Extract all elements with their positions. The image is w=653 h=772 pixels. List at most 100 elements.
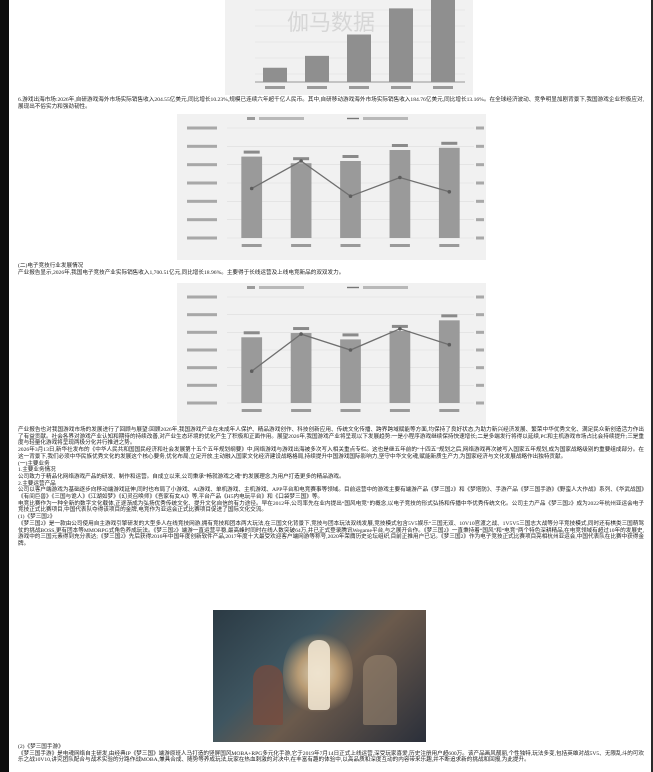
product-2-block: (2)《梦三国手游》 《梦三国手游》是电魂网络自主研发,由经典IP《梦三国》端游… xyxy=(18,744,644,764)
tick-label xyxy=(391,86,411,89)
chart-bar xyxy=(263,67,287,82)
chart-bar xyxy=(305,55,329,82)
esports-business-paragraph: 电竞比赛作为一种全新的数字文化载体,正逐渐成为弘扬优秀传统文化、提升文化自信的有… xyxy=(18,500,644,514)
tick-label xyxy=(476,163,484,167)
chart-bar xyxy=(290,333,312,403)
tick-label xyxy=(476,366,484,370)
line-point xyxy=(249,369,254,373)
tick-label xyxy=(476,313,484,317)
tick-label xyxy=(476,401,484,405)
game-artwork-image xyxy=(213,610,426,742)
tick-label xyxy=(476,348,484,352)
overseas-paragraph: 6.游戏出海市场:2026年,自研游戏海外市场实际销售收入204.55亿美元,同… xyxy=(18,97,644,110)
tick-label xyxy=(476,126,484,130)
chart-bar xyxy=(431,0,455,82)
chart-bar xyxy=(347,34,371,82)
business-body-1: 公司致力于精品化网络游戏产品的研发、制作和运营。自成立以来,公司秉承“畅就游戏之… xyxy=(18,473,345,480)
line-point xyxy=(299,159,303,163)
tick-label xyxy=(187,236,217,240)
business-subheading-1: 1.主要业务情况 xyxy=(18,467,56,474)
figure-watermark: 伽马数据 xyxy=(287,10,375,35)
esports-revenue-chart xyxy=(187,286,484,412)
tick-label xyxy=(187,348,217,352)
line-point xyxy=(348,194,353,198)
line-point xyxy=(398,175,402,180)
chart-bar xyxy=(340,339,361,403)
tick-label xyxy=(187,126,217,130)
line-point xyxy=(299,332,303,336)
overseas-revenue-chart: 伽马数据 xyxy=(255,0,465,89)
chart-bar xyxy=(389,330,411,403)
tick-label xyxy=(389,244,410,247)
tick-label xyxy=(340,244,361,247)
tick-label xyxy=(187,383,217,387)
tick-label xyxy=(187,366,217,370)
line-point xyxy=(447,342,452,347)
tick-label xyxy=(476,383,484,387)
domestic-revenue-chart xyxy=(187,117,484,247)
data-label xyxy=(243,331,260,335)
data-label xyxy=(293,157,310,161)
tick-label xyxy=(187,330,217,334)
esports-revenue-paragraph: 产业报告显示,2026年,我国电子竞技产业实际销售收入1,700.51亿元,同比… xyxy=(18,269,345,276)
tick-label xyxy=(389,409,410,412)
chart-bar xyxy=(438,320,460,403)
tick-label xyxy=(439,244,460,247)
tick-label xyxy=(433,86,453,89)
right-border-bar xyxy=(651,0,653,772)
tick-label xyxy=(291,244,312,247)
tick-label xyxy=(476,218,484,222)
tick-label xyxy=(265,86,285,89)
tick-label xyxy=(349,86,369,89)
business-subheading-2: 2.主要运营产品 xyxy=(18,480,56,487)
data-label xyxy=(243,150,260,154)
tick-label xyxy=(187,181,217,185)
tick-label xyxy=(439,409,460,412)
products-paragraph: 公司以客户端游戏为基础逐步向移动端游戏延伸,同时也布局了小游戏、AI游戏、单机游… xyxy=(18,487,644,501)
chart-bar xyxy=(389,8,413,82)
legend-swatch xyxy=(247,117,255,120)
overseas-revenue-figure: 伽马数据 xyxy=(225,0,473,95)
artwork-character-left xyxy=(253,665,283,725)
legend-label xyxy=(363,117,408,120)
data-label xyxy=(293,327,310,331)
legend-label xyxy=(363,286,408,289)
legend-label xyxy=(259,117,304,120)
data-label xyxy=(342,155,359,158)
tick-label xyxy=(241,244,262,247)
product-1-body: 《梦三国2》是一款由公司使用自主游戏引擎研发的大型多人在线竞技网游,拥有竞技和团… xyxy=(18,520,644,547)
tick-label xyxy=(476,181,484,185)
main-business-heading: (一)主要业务 xyxy=(18,460,50,467)
data-label xyxy=(441,314,458,318)
tick-label xyxy=(187,144,217,148)
domestic-revenue-figure xyxy=(177,114,486,260)
business-text-block: 产业报告也对我国游戏市场的发展进行了回顾与展望:回顾2026年,我国游戏产业在未… xyxy=(18,427,644,548)
chart-bar xyxy=(290,163,312,238)
data-label xyxy=(391,144,408,147)
policy-paragraph: 2026年3月13日,新华社发布的《中华人民共和国国民经济和社会发展第十五个五年… xyxy=(18,447,645,460)
tick-label xyxy=(187,313,217,317)
chart-bar xyxy=(340,161,361,238)
line-point xyxy=(348,348,353,352)
tick-label xyxy=(241,409,262,412)
industry-review-paragraph: 产业报告也对我国游戏市场的发展进行了回顾与展望:回顾2026年,我国游戏产业在未… xyxy=(18,427,644,447)
data-label xyxy=(342,333,359,337)
tick-label xyxy=(187,218,217,222)
product-2-heading: (2)《梦三国手游》 xyxy=(18,744,64,750)
line-point xyxy=(447,190,452,194)
tick-label xyxy=(476,199,484,203)
esports-section-block: (二)电子竞技行业发展情况 产业报告显示,2026年,我国电子竞技产业实际销售收… xyxy=(18,263,644,276)
data-label xyxy=(441,141,458,145)
tick-label xyxy=(476,144,484,148)
data-label xyxy=(391,324,408,328)
line-point xyxy=(398,327,402,331)
line-point xyxy=(249,186,254,191)
artwork-character-center xyxy=(308,640,330,710)
esports-revenue-figure xyxy=(177,283,486,425)
tick-label xyxy=(187,401,217,405)
tick-label xyxy=(476,330,484,334)
tick-label xyxy=(187,199,217,203)
left-border-bar xyxy=(0,0,9,772)
overseas-paragraph-block: 6.游戏出海市场:2026年,自研游戏海外市场实际销售收入204.55亿美元,同… xyxy=(18,97,644,110)
tick-label xyxy=(187,163,217,167)
